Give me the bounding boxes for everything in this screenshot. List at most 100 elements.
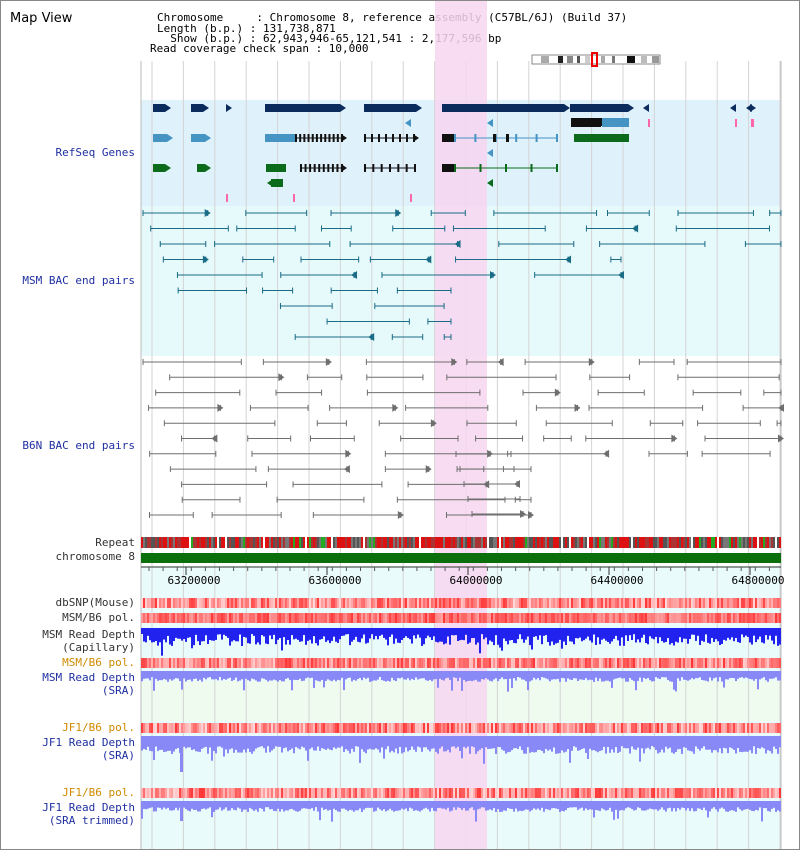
msm-sra-depth-bar	[457, 671, 459, 682]
jf1-depth-bar	[753, 736, 755, 747]
jf1-depth-bar	[193, 736, 195, 750]
jf1-depth-label[interactable]: JF1 Read Depth	[42, 736, 135, 749]
chromosome-track-label[interactable]: chromosome 8	[55, 550, 135, 563]
jf1-pol-cell	[347, 723, 349, 733]
msm-sra-pol-cell	[285, 658, 287, 668]
msm-capillary-depth-bar	[283, 628, 285, 638]
gene-feature	[153, 164, 165, 172]
ideogram-band	[601, 56, 605, 63]
repeat-element	[691, 537, 693, 548]
jf1-depth-bar	[593, 736, 595, 751]
msm-pol-cell	[247, 613, 249, 623]
msm-sra-pol-cell	[769, 658, 771, 668]
msm-sra-pol-cell	[387, 658, 389, 668]
jf1-pol-label[interactable]: JF1/B6 pol.	[62, 721, 135, 734]
msm-sra-pol-cell	[185, 658, 187, 668]
msm-sra-pol-cell	[737, 658, 739, 668]
refseq-track-label[interactable]: RefSeq Genes	[55, 146, 135, 159]
strand-arrow	[497, 358, 504, 366]
dbsnp-cell	[589, 598, 591, 608]
jf1-pol-cell	[629, 723, 631, 733]
msm-pol-cell	[413, 613, 415, 623]
dbsnp-track-label[interactable]: dbSNP(Mouse)	[55, 596, 135, 609]
msm-depth-sra-label[interactable]: MSM Read Depth	[42, 671, 135, 684]
jf1-depth-trimmed-label[interactable]: JF1 Read Depth	[42, 801, 135, 814]
repeat-track-label[interactable]: Repeat	[95, 536, 135, 549]
msm-sra-pol-cell	[551, 658, 553, 668]
msm-sra-pol-cell	[425, 658, 427, 668]
jf1-pol-cell	[741, 723, 743, 733]
msm-sra-depth-bar	[737, 671, 739, 679]
dbsnp-cell	[773, 598, 775, 608]
jf1-trimmed-depth-bar	[667, 801, 669, 809]
dbsnp-cell	[429, 598, 431, 608]
dbsnp-cell	[767, 598, 769, 608]
msm-pol-cell	[231, 613, 233, 623]
msm-pol-sra-label[interactable]: MSM/B6 pol.	[62, 656, 135, 669]
dbsnp-cell	[375, 598, 377, 608]
msm-sra-depth-bar	[429, 671, 431, 680]
dbsnp-cell	[307, 598, 309, 608]
jf1-depth-bar	[513, 736, 515, 749]
jf1-trimmed-depth-bar	[597, 801, 599, 811]
strand-arrow	[405, 119, 411, 127]
msm-pol-cell	[673, 613, 675, 623]
b6n-bac-track-label[interactable]: B6N BAC end pairs	[22, 439, 135, 452]
msm-sra-depth-bar	[415, 671, 417, 678]
msm-pol-cell	[687, 613, 689, 623]
msm-bac-track-label[interactable]: MSM BAC end pairs	[22, 274, 135, 287]
msm-capillary-depth-bar	[207, 628, 209, 644]
dbsnp-cell	[681, 598, 683, 608]
dbsnp-cell	[349, 598, 351, 608]
jf1-pol-cell	[487, 723, 489, 733]
dbsnp-cell	[713, 598, 715, 608]
msm-capillary-depth-bar	[327, 628, 329, 641]
msm-sra-pol-cell	[487, 658, 489, 668]
msm-sra-depth-bar	[209, 671, 211, 678]
jf1-pol-trimmed-cell	[243, 788, 245, 798]
msm-sra-depth-bar	[223, 671, 225, 679]
msm-capillary-depth-bar	[221, 628, 223, 640]
exon	[586, 118, 588, 126]
dbsnp-cell	[301, 598, 303, 608]
msm-sra-pol-cell	[773, 658, 775, 668]
msm-capillary-depth-bar	[193, 628, 195, 646]
repeat-element	[337, 537, 339, 548]
msm-pol-cell	[609, 613, 611, 623]
dbsnp-cell	[181, 598, 183, 608]
jf1-trimmed-depth-bar	[623, 801, 625, 811]
msm-sra-depth-bar	[601, 671, 603, 682]
dbsnp-cell	[151, 598, 153, 608]
highlight-region[interactable]	[435, 1, 487, 849]
msm-sra-pol-cell	[357, 658, 359, 668]
jf1-trimmed-depth-bar	[545, 801, 547, 809]
jf1-trimmed-depth-bar	[549, 801, 551, 811]
jf1-depth-bar	[655, 736, 657, 750]
msm-pol-cell	[761, 613, 763, 623]
msm-pol-cell	[589, 613, 591, 623]
jf1-pol-trimmed-cell	[657, 788, 659, 798]
jf1-depth-bar	[763, 736, 765, 749]
jf1-trimmed-depth-bar	[671, 801, 673, 812]
jf1-trimmed-depth-bar	[371, 801, 373, 808]
msm-capillary-depth-bar	[749, 628, 751, 643]
jf1-trimmed-depth-bar	[243, 801, 245, 810]
msm-sra-depth-bar	[461, 671, 463, 691]
jf1-pol-trimmed-label[interactable]: JF1/B6 pol.	[62, 786, 135, 799]
dbsnp-cell	[351, 598, 353, 608]
jf1-pol-trimmed-cell	[643, 788, 645, 798]
jf1-trimmed-depth-bar	[461, 801, 463, 810]
repeat-element	[701, 537, 703, 548]
msm-sra-pol-cell	[221, 658, 223, 668]
msm-pol-capillary-label[interactable]: MSM/B6 pol.	[62, 611, 135, 624]
jf1-pol-cell	[363, 723, 365, 733]
jf1-depth-bar	[147, 736, 149, 747]
jf1-pol-trimmed-cell	[349, 788, 351, 798]
msm-pol-cell	[299, 613, 301, 623]
jf1-pol-trimmed-cell	[275, 788, 277, 798]
jf1-depth-bar	[199, 736, 201, 752]
jf1-pol-cell	[213, 723, 215, 733]
msm-depth-capillary-label[interactable]: MSM Read Depth	[42, 628, 135, 641]
msm-pol-cell	[411, 613, 413, 623]
